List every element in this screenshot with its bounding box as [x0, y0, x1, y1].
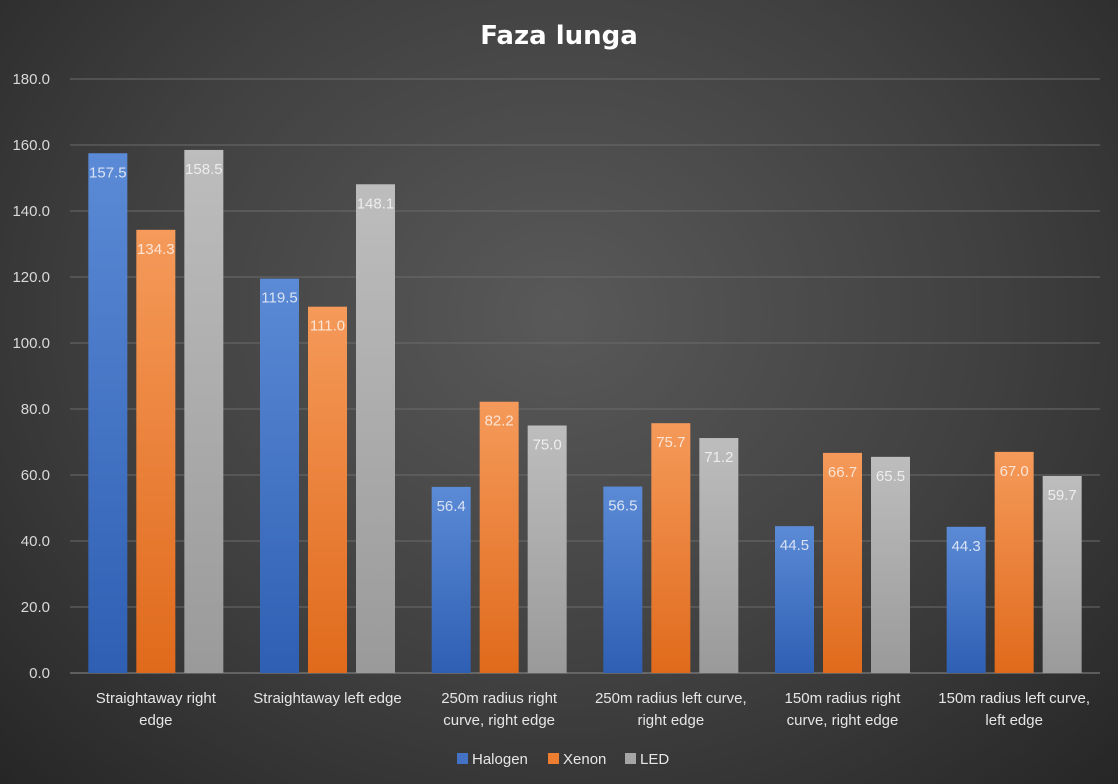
plot-area: 157.5 134.3 158.5 119.5 111.0 148.1 56.4 82.2 75…: [88, 149, 1082, 673]
y-tick-label: 140.0: [12, 203, 50, 220]
legend-swatch-halogen: [457, 753, 468, 764]
x-category-label: 250m radius left curve, right edge: [595, 690, 747, 729]
data-label: 71.2: [704, 449, 733, 466]
legend-label-xenon: Xenon: [563, 751, 606, 768]
data-label: 75.7: [656, 434, 685, 451]
bar-led: [1042, 475, 1082, 673]
bar-led: [184, 149, 224, 673]
x-category-label: Straightaway left edge: [253, 690, 401, 707]
legend-swatch-xenon: [548, 753, 559, 764]
data-label: 56.4: [437, 498, 466, 515]
bar-halogen: [431, 486, 471, 673]
data-label: 82.2: [485, 413, 514, 430]
bar-xenon: [479, 401, 519, 673]
bar-led: [527, 425, 567, 673]
y-tick-label: 0.0: [29, 665, 50, 682]
legend-label-led: LED: [640, 751, 669, 768]
bar-xenon: [823, 452, 862, 673]
data-label: 148.1: [357, 195, 395, 212]
bar-xenon: [308, 306, 347, 673]
data-label: 44.3: [952, 538, 981, 555]
data-label: 59.7: [1048, 487, 1077, 504]
y-tick-label: 120.0: [12, 269, 50, 286]
x-category-label: Straightaway right edge: [96, 690, 217, 729]
bar-led: [871, 456, 910, 673]
data-label: 67.0: [1000, 463, 1029, 480]
bar-halogen: [603, 486, 643, 673]
x-axis: Straightaway right edge Straightaway left …: [96, 690, 1090, 729]
y-tick-label: 160.0: [12, 137, 50, 154]
data-label: 119.5: [261, 290, 297, 307]
data-label: 111.0: [310, 318, 345, 335]
chart-title: Faza lunga: [480, 21, 638, 51]
bar-halogen: [260, 278, 299, 673]
gridlines: [70, 78, 1100, 674]
y-tick-label: 100.0: [12, 335, 50, 352]
data-label: 65.5: [876, 468, 905, 485]
bar-halogen: [775, 526, 814, 673]
bar-halogen: [946, 526, 986, 673]
x-category-label: 250m radius right curve, right edge: [441, 690, 558, 729]
y-tick-label: 80.0: [21, 401, 50, 418]
data-label: 56.5: [608, 498, 637, 515]
y-tick-label: 180.0: [12, 71, 50, 88]
bar-led: [356, 184, 395, 673]
bar-xenon: [136, 229, 176, 673]
bar-xenon: [994, 451, 1034, 673]
legend-label-halogen: Halogen: [472, 751, 528, 768]
legend-swatch-led: [625, 753, 636, 764]
x-category-label: 150m radius right curve, right edge: [785, 690, 902, 729]
bar-led: [699, 438, 739, 673]
x-category-label: 150m radius left curve, left edge: [938, 690, 1090, 729]
y-tick-label: 40.0: [21, 533, 50, 550]
bar-halogen: [88, 153, 128, 673]
data-label: 44.5: [780, 537, 809, 554]
data-label: 66.7: [828, 464, 857, 481]
y-axis: 0.0 20.0 40.0 60.0 80.0 100.0 120.0 140.0 160.0 1…: [12, 71, 50, 682]
data-label: 158.5: [185, 161, 223, 178]
y-tick-label: 20.0: [21, 599, 50, 616]
bar-xenon: [651, 423, 691, 673]
legend: Halogen Xenon LED: [457, 751, 669, 768]
data-label: 134.3: [137, 241, 175, 258]
data-label: 75.0: [533, 437, 562, 454]
y-tick-label: 60.0: [21, 467, 50, 484]
data-label: 157.5: [89, 164, 127, 181]
